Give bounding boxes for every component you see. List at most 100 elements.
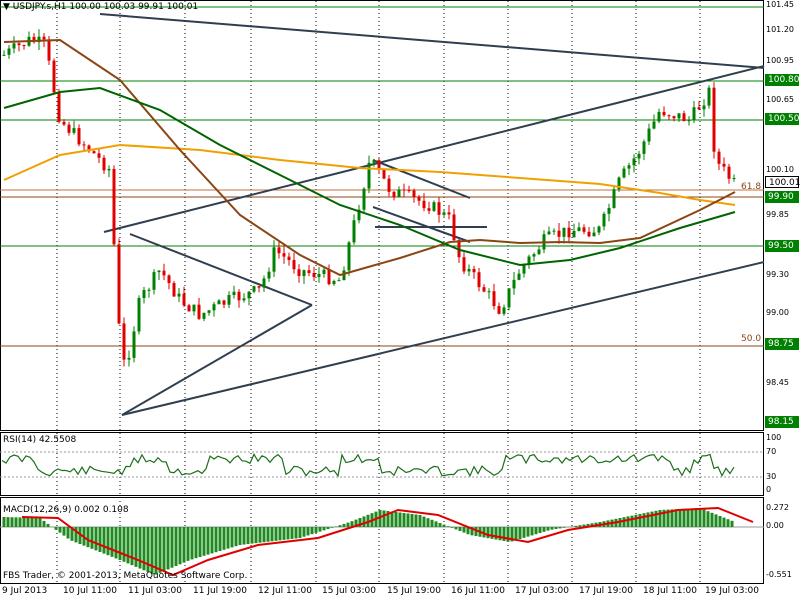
macd-bar — [474, 527, 478, 537]
time-label: 9 Jul 2013 — [2, 586, 48, 596]
macd-bar — [86, 527, 90, 548]
macd-bar — [662, 509, 666, 527]
macd-bar — [262, 527, 266, 543]
main-chart-panel[interactable] — [0, 0, 764, 431]
macd-bar — [526, 527, 530, 537]
candle-body — [102, 157, 106, 171]
candle-body — [237, 291, 241, 301]
candle-body — [497, 306, 501, 314]
macd-bar — [62, 527, 66, 536]
candle-body — [232, 291, 236, 296]
candle-body — [147, 289, 151, 291]
macd-bar — [486, 527, 490, 539]
candle-body — [282, 253, 286, 257]
candle-body — [607, 207, 611, 214]
macd-bar — [154, 527, 158, 575]
candle-body — [507, 288, 511, 308]
macd-bar — [254, 527, 258, 544]
candle-body — [22, 45, 26, 47]
candle-body — [437, 202, 441, 215]
price-box-9990: 99.90 — [765, 191, 799, 203]
candle-body — [52, 60, 56, 93]
macd-bar — [562, 527, 566, 528]
macd-bar — [418, 515, 422, 527]
macd-bar — [130, 527, 134, 566]
macd-bar — [550, 527, 554, 530]
macd-bar — [726, 519, 730, 527]
macd-bar — [394, 512, 398, 527]
candle-body — [347, 242, 351, 271]
candle-body — [477, 272, 481, 288]
macd-bar — [574, 525, 578, 527]
candle-body — [132, 331, 136, 358]
candle-body — [697, 107, 701, 110]
macd-bar — [18, 517, 22, 527]
candle-body — [242, 298, 246, 301]
macd-bar — [466, 527, 470, 535]
macd-bar — [514, 527, 518, 541]
macd-bar — [358, 518, 362, 527]
macd-bar — [234, 527, 238, 547]
candle-body — [517, 273, 521, 280]
candle-body — [112, 168, 116, 245]
macd-bar — [226, 527, 230, 549]
macd-bar — [678, 509, 682, 527]
candle-body — [202, 312, 206, 319]
candle-body — [57, 92, 61, 122]
macd-bar — [518, 527, 522, 539]
macd-bar — [630, 515, 634, 527]
macd-bar — [330, 527, 334, 528]
symbol-header: ▼ USDJPY.s,H1 100.00 100.03 99.91 100.01 — [3, 2, 198, 12]
candle-body — [577, 227, 581, 231]
macd-bar — [350, 521, 354, 527]
candle-body — [307, 270, 311, 274]
trendline — [121, 261, 765, 416]
macd-bar — [70, 527, 74, 541]
candle-body — [562, 227, 566, 237]
trendline — [121, 304, 313, 416]
ma-orange-line — [3, 143, 736, 206]
macd-bar — [202, 527, 206, 556]
macd-bar — [730, 520, 734, 527]
price-tick: 100.65 — [766, 95, 794, 104]
macd-bar — [38, 518, 42, 527]
candle-body — [82, 144, 86, 146]
macd-bar — [46, 523, 50, 527]
macd-bar — [702, 509, 706, 527]
macd-bar — [106, 527, 110, 556]
macd-panel[interactable] — [0, 497, 764, 584]
macd-bar — [522, 527, 526, 538]
candle-body — [567, 227, 571, 238]
candle-body — [7, 48, 11, 55]
time-label: 16 Jul 11:00 — [451, 586, 505, 596]
candle-body — [452, 214, 456, 241]
candle-body — [317, 273, 321, 278]
time-label: 17 Jul 03:00 — [515, 586, 569, 596]
rsi-line — [1, 453, 735, 478]
macd-bar — [490, 527, 494, 539]
macd-bar — [6, 517, 10, 527]
macd-bar — [438, 523, 442, 527]
candle-body — [662, 111, 666, 116]
macd-bar — [414, 514, 418, 527]
candle-body — [12, 43, 16, 49]
dropdown-arrow-icon[interactable]: ▼ — [3, 2, 10, 12]
macd-bar — [546, 527, 550, 531]
fib-618-label: 61.8 — [741, 182, 761, 192]
candle-body — [32, 36, 36, 43]
macd-bar — [722, 517, 726, 527]
candle-body — [512, 279, 516, 289]
macd-bar — [426, 518, 430, 527]
macd-bar — [530, 527, 534, 536]
rsi-panel[interactable] — [0, 432, 764, 496]
candle-body — [42, 36, 46, 40]
price-tick: 99.00 — [766, 308, 789, 317]
price-tick: 98.45 — [766, 378, 789, 387]
rsi-label: RSI(14) 42.5508 — [3, 435, 77, 445]
price-tick: 100.10 — [766, 165, 794, 174]
candle-body — [87, 145, 91, 152]
ma-green-line — [3, 86, 736, 267]
macd-bar — [470, 527, 474, 536]
macd-bar — [386, 511, 390, 527]
